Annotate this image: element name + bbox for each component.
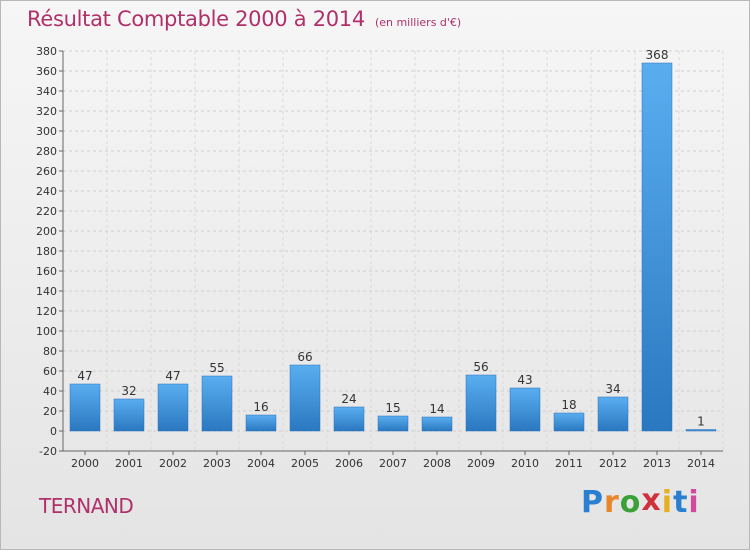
data-label-2003: 55	[209, 361, 224, 375]
bar-2003	[201, 375, 233, 432]
bar-2010	[509, 387, 541, 432]
bar-2006	[333, 406, 365, 432]
data-label-2012: 34	[605, 382, 620, 396]
bar-2013	[641, 62, 673, 432]
bar-2007	[377, 415, 409, 432]
x-tick-label-2011: 2011	[555, 457, 583, 470]
data-label-2000: 47	[77, 369, 92, 383]
y-tick-label: 160	[36, 265, 57, 278]
x-tick-label-2006: 2006	[335, 457, 363, 470]
bar-2001	[113, 398, 145, 432]
x-tick-label-2008: 2008	[423, 457, 451, 470]
proxiti-logo: Proxiti	[581, 483, 700, 520]
y-tick-label: 200	[36, 225, 57, 238]
bar-2014	[685, 429, 717, 432]
logo-letter: r	[604, 485, 620, 520]
y-tick-label: 180	[36, 245, 57, 258]
y-tick-label: 300	[36, 125, 57, 138]
y-tick-label: 140	[36, 285, 57, 298]
data-label-2006: 24	[341, 392, 356, 406]
x-axis: 2000 2001 2002 2003 2004 2005 2006 2007 2008 2009…	[71, 451, 715, 470]
bar-2012	[597, 396, 629, 432]
y-tick-label: 240	[36, 185, 57, 198]
data-label-2008: 14	[429, 402, 444, 416]
chart-title-text: Résultat Comptable 2000 à 2014	[27, 7, 365, 31]
data-label-2004: 16	[253, 400, 268, 414]
data-label-2009: 56	[473, 360, 488, 374]
data-label-2001: 32	[121, 384, 136, 398]
logo-letter: o	[619, 485, 642, 520]
bar-2008	[421, 416, 453, 432]
x-tick-label-2002: 2002	[159, 457, 187, 470]
logo-letter: x	[641, 483, 662, 518]
commune-name: TERNAND	[39, 494, 134, 518]
x-tick-label-2014: 2014	[687, 457, 715, 470]
data-label-2011: 18	[561, 398, 576, 412]
y-tick-label: 80	[43, 345, 57, 358]
y-tick-label: 280	[36, 145, 57, 158]
logo-letter: t	[673, 485, 689, 520]
x-tick-label-2010: 2010	[511, 457, 539, 470]
data-label-2005: 66	[297, 350, 312, 364]
y-tick-label: 40	[43, 385, 57, 398]
data-label-2002: 47	[165, 369, 180, 383]
y-tick-label: 20	[43, 405, 57, 418]
data-label-2007: 15	[385, 401, 400, 415]
chart-subtitle: (en milliers d'€)	[374, 16, 462, 29]
y-tick-label: 220	[36, 205, 57, 218]
bar-2005	[289, 364, 321, 432]
data-label-2013: 368	[646, 48, 669, 62]
y-axis: -20 0 20 40 60 80 100 120 140 160 180 200 220 240 260 2…	[36, 45, 723, 458]
y-tick-label: 320	[36, 105, 57, 118]
x-tick-label-2009: 2009	[467, 457, 495, 470]
x-tick-label-2013: 2013	[643, 457, 671, 470]
logo-letter: i	[661, 485, 674, 520]
y-tick-label: 0	[50, 425, 57, 438]
y-tick-label: 60	[43, 365, 57, 378]
logo-letter: P	[581, 485, 604, 520]
bar-2011	[553, 412, 585, 432]
y-tick-label: 120	[36, 305, 57, 318]
x-tick-label-2003: 2003	[203, 457, 231, 470]
data-labels: 47 32 47 55 16 66 24 15 14 56 43 18 34 368 1	[77, 48, 704, 429]
bar-2002	[157, 383, 189, 432]
bars	[69, 62, 717, 432]
y-tick-label: 100	[36, 325, 57, 338]
x-tick-label-2005: 2005	[291, 457, 319, 470]
data-label-2010: 43	[517, 373, 532, 387]
data-label-2014: 1	[697, 415, 705, 429]
x-tick-label-2007: 2007	[379, 457, 407, 470]
logo-letter: i	[688, 485, 700, 520]
y-tick-label: -20	[39, 445, 57, 458]
x-tick-label-2000: 2000	[71, 457, 99, 470]
x-tick-label-2012: 2012	[599, 457, 627, 470]
bar-2004	[245, 414, 277, 432]
y-tick-label: 340	[36, 85, 57, 98]
bar-2009	[465, 374, 497, 432]
y-tick-label: 380	[36, 45, 57, 58]
x-tick-label-2004: 2004	[247, 457, 275, 470]
y-tick-label: 260	[36, 165, 57, 178]
y-tick-label: 360	[36, 65, 57, 78]
bar-2000	[69, 383, 101, 432]
x-tick-label-2001: 2001	[115, 457, 143, 470]
chart-title: Résultat Comptable 2000 à 2014 (en millie…	[27, 7, 461, 31]
